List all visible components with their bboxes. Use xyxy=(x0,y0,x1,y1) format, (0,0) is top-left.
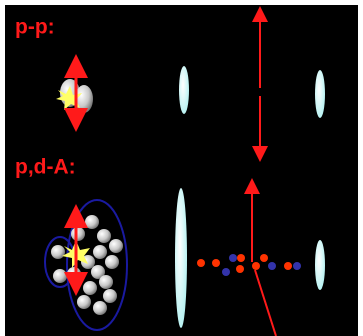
page: p-p: p,d-A: (() => { const data = JSON.p… xyxy=(0,0,363,336)
proton xyxy=(75,85,93,113)
disk xyxy=(175,188,187,328)
disk xyxy=(315,240,325,290)
disk xyxy=(315,70,325,118)
panel-label: p-p: xyxy=(15,16,55,39)
diagram: p-p: p,d-A: xyxy=(0,0,363,336)
panel-label: p,d-A: xyxy=(15,156,76,179)
disk xyxy=(179,66,189,114)
